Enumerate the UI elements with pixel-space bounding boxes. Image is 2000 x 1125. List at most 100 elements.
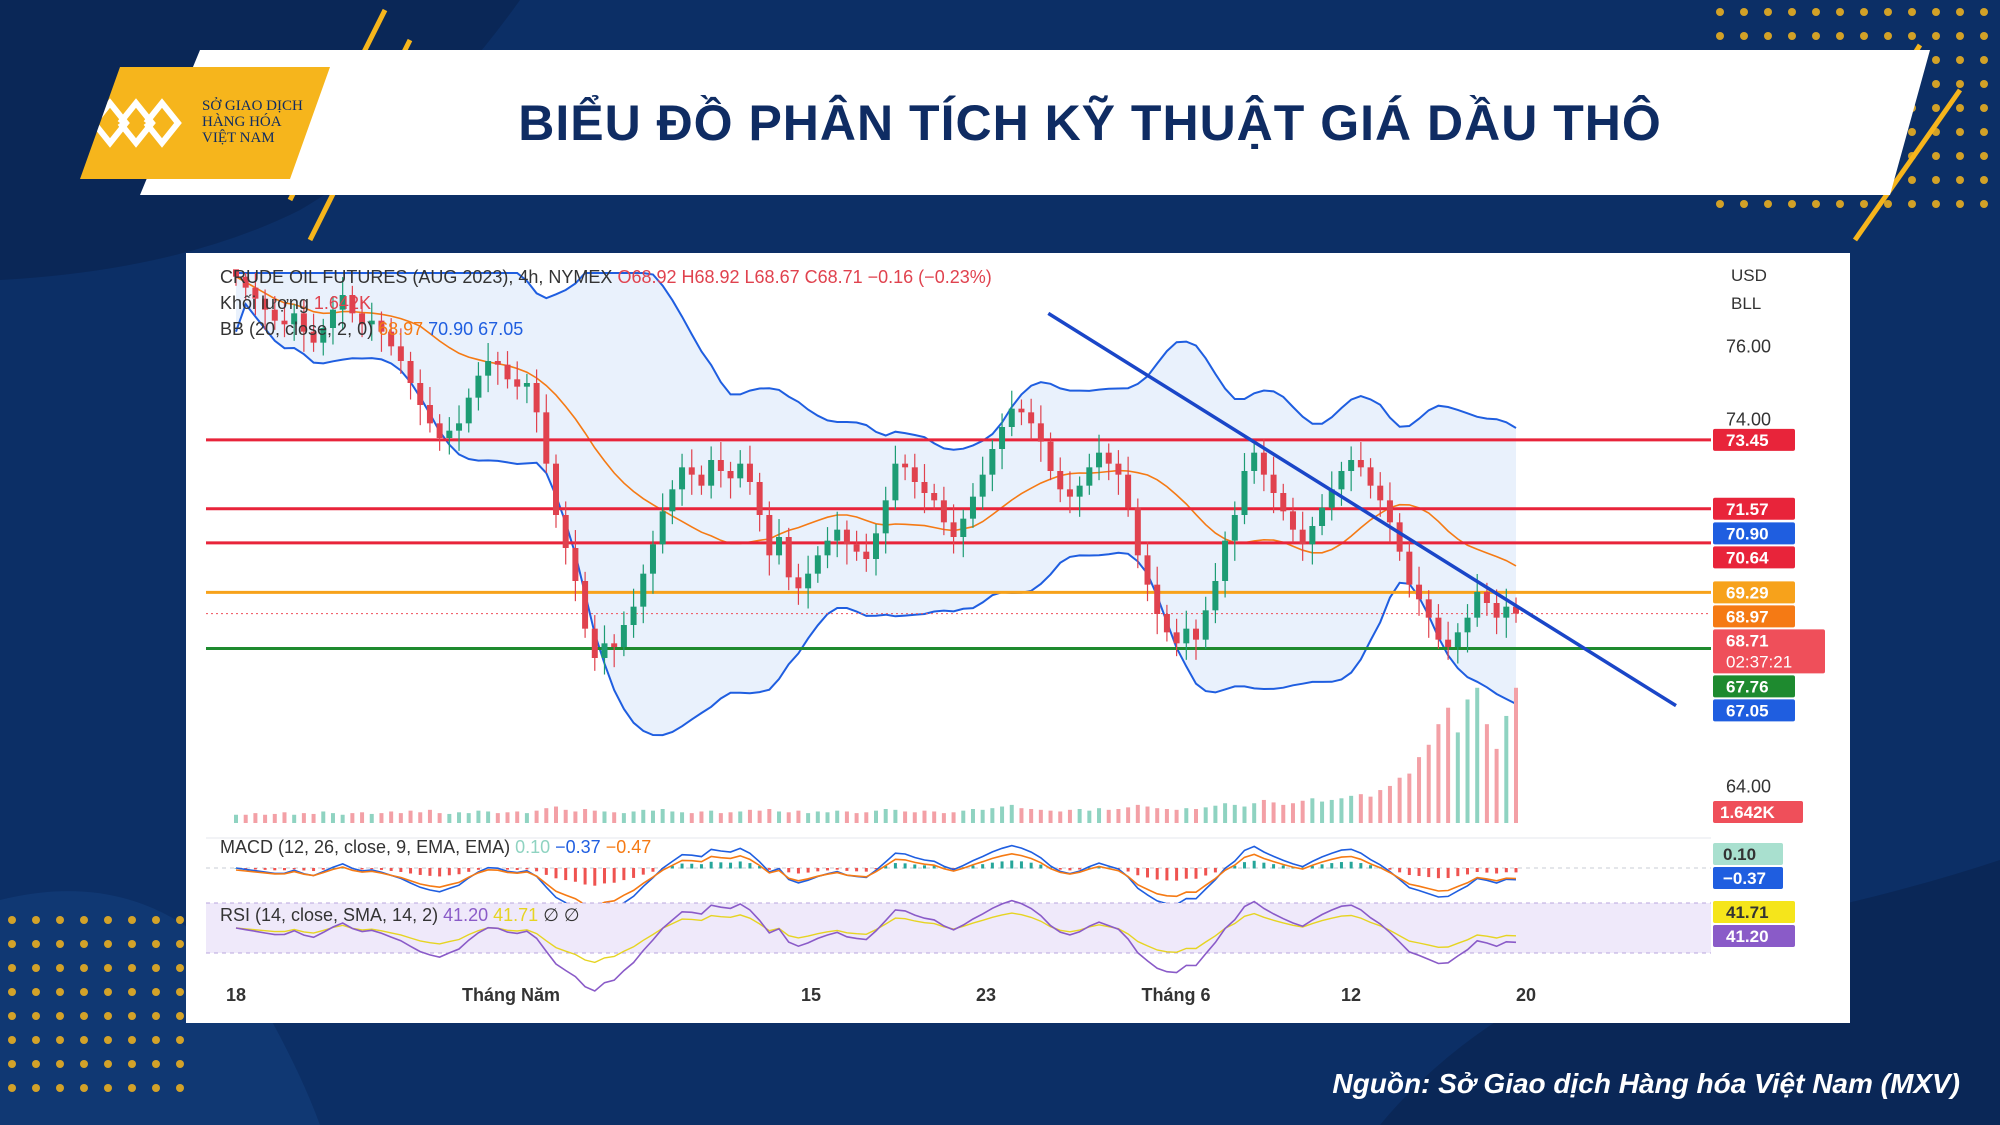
candle-body (776, 537, 783, 556)
macd-histogram-bar (506, 868, 510, 870)
countdown-label: 02:37:21 (1726, 652, 1792, 671)
candle-body (407, 361, 414, 383)
volume-bar (689, 813, 694, 823)
dot (8, 988, 16, 996)
price-badge (1713, 428, 1795, 451)
candle-body (300, 313, 307, 332)
dot (8, 1012, 16, 1020)
candle-body (989, 449, 996, 475)
candle-body (1328, 489, 1335, 508)
y-tick-label: 74.00 (1726, 410, 1771, 430)
candle-body (1066, 489, 1073, 497)
candle-body (1212, 581, 1219, 611)
price-badge (1713, 605, 1795, 628)
volume-bar (1310, 798, 1315, 823)
dot (1956, 128, 1964, 136)
dot (1884, 32, 1892, 40)
candle-body (1464, 617, 1471, 633)
dot (8, 964, 16, 972)
volume-bar (718, 813, 723, 823)
macd-histogram-bar (709, 861, 713, 869)
macd-histogram-bar (932, 865, 936, 869)
volume-bar (1038, 809, 1043, 823)
volume-bar (1397, 777, 1402, 823)
macd-histogram-bar (971, 865, 975, 869)
candle-body (349, 295, 356, 314)
dot (1956, 56, 1964, 64)
candle-body (1367, 467, 1374, 486)
volume-bar (1184, 808, 1189, 823)
volume-bar (990, 808, 995, 823)
candle-body (1299, 529, 1306, 545)
candle-body (669, 489, 676, 512)
volume-bar (437, 813, 442, 823)
candle-body (1134, 507, 1141, 556)
candle-body (911, 467, 918, 482)
macd-histogram-bar (1058, 868, 1062, 870)
volume-bar (854, 813, 859, 823)
dot (1908, 200, 1916, 208)
volume-bar (1252, 803, 1257, 823)
logo-text: SỞ GIAO DỊCH HÀNG HÓA VIỆT NAM (202, 98, 303, 146)
dot (8, 940, 16, 948)
candle-body (1096, 452, 1103, 468)
macd-histogram-bar (1446, 868, 1450, 878)
dot (152, 940, 160, 948)
price-badge-label: 70.64 (1726, 548, 1769, 567)
volume-bar (864, 812, 869, 823)
volume-bar (330, 813, 335, 823)
macd-histogram-bar (1136, 868, 1140, 876)
macd-histogram-bar (690, 863, 694, 869)
chart-panel: CRUDE OIL FUTURES (AUG 2023), 4h, NYMEX … (186, 253, 1850, 1023)
volume-bar (1281, 804, 1286, 823)
volume-bar (1426, 744, 1431, 823)
volume-bar (1494, 748, 1499, 823)
dot (128, 940, 136, 948)
macd-histogram-bar (767, 868, 771, 870)
candle-body (320, 328, 327, 343)
dot (1980, 32, 1988, 40)
candle-body (746, 463, 753, 482)
candle-body (960, 518, 967, 537)
volume-bar (747, 809, 752, 823)
volume-bar (360, 812, 365, 823)
volume-bar (583, 809, 588, 823)
macd-histogram-bar (729, 862, 733, 869)
volume-bar (980, 809, 985, 823)
macd-histogram-bar (1262, 862, 1266, 869)
candle-body (1445, 639, 1452, 647)
volume-bar (1000, 806, 1005, 823)
volume-bar (680, 812, 685, 823)
macd-histogram-bar (1407, 868, 1411, 876)
macd-histogram-bar (641, 868, 645, 875)
macd-histogram-bar (1155, 868, 1159, 880)
volume-bar (796, 810, 801, 823)
dot (1980, 104, 1988, 112)
dot (80, 1036, 88, 1044)
volume-bar (1378, 790, 1383, 823)
candle-body (572, 548, 579, 581)
macd-histogram-bar (593, 868, 597, 886)
dot (1980, 152, 1988, 160)
candle-body (1260, 452, 1267, 475)
x-tick-label: Tháng 6 (1141, 985, 1210, 1005)
candle-body (1115, 463, 1122, 475)
legend-value: −0.47 (606, 837, 652, 857)
macd-histogram-bar (835, 868, 839, 870)
candle-body (562, 515, 569, 548)
dot (176, 1084, 184, 1092)
dot (1908, 176, 1916, 184)
candle-body (1289, 511, 1296, 530)
macd-histogram-bar (1000, 861, 1004, 869)
candle-body (1406, 551, 1413, 585)
candle-body (1037, 423, 1044, 442)
volume-bar (369, 813, 374, 823)
volume-bar (1300, 800, 1305, 823)
dot (104, 1012, 112, 1020)
macd-histogram-bar (1272, 864, 1276, 869)
dot (104, 988, 112, 996)
candle-body (1202, 610, 1209, 640)
macd-histogram-bar (1068, 868, 1072, 871)
volume-bar (699, 811, 704, 823)
macd-histogram-bar (1504, 868, 1508, 873)
